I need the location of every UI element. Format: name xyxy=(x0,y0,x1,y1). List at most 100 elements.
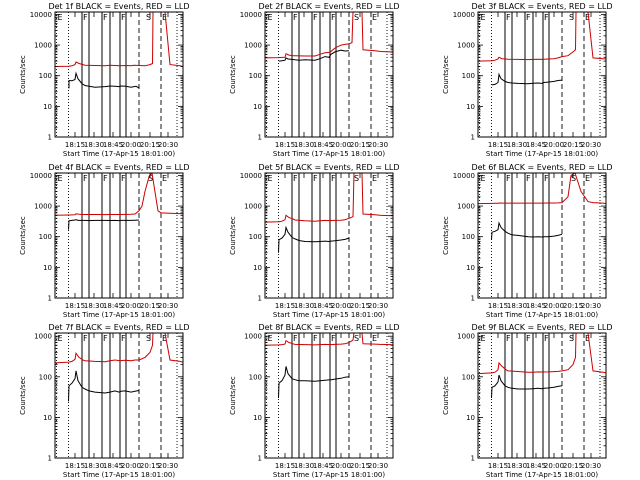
marker-label: S xyxy=(148,174,153,183)
y-tick-label: 1000 xyxy=(244,42,262,50)
marker-label: E xyxy=(372,174,377,183)
panel-5: Det 5f BLACK = Events, RED = LLD E F F F S E 1 1… xyxy=(229,163,400,319)
marker-label: E xyxy=(372,334,377,343)
x-tick-label: 18:15 xyxy=(488,141,508,149)
y-tick-label: 1000 xyxy=(457,203,475,211)
marker-label: E xyxy=(585,174,590,183)
series-lld xyxy=(265,12,393,59)
y-tick-label: 1000 xyxy=(34,203,52,211)
panel-9: Det 9f BLACK = Events, RED = LLD E F F F S E 1 1… xyxy=(442,323,613,479)
marker-label: F xyxy=(506,13,511,22)
y-tick-label: 1000 xyxy=(244,333,262,341)
x-tick-label: 18:45 xyxy=(526,302,546,310)
marker-label: E xyxy=(585,334,590,343)
x-tick-label: 20:15 xyxy=(140,462,160,470)
marker-label: F xyxy=(526,174,531,183)
x-tick-label: 18:45 xyxy=(103,141,123,149)
y-tick-label: 1 xyxy=(48,455,52,463)
y-tick-label: 10 xyxy=(43,103,52,111)
panel-title: Det 4f BLACK = Events, RED = LLD xyxy=(48,163,189,172)
marker-label: S xyxy=(354,334,359,343)
marker-label: E xyxy=(268,174,273,183)
y-tick-label: 1 xyxy=(471,455,475,463)
x-tick-label: 18:30 xyxy=(84,462,104,470)
panel-title: Det 8f BLACK = Events, RED = LLD xyxy=(258,323,399,332)
y-tick-label: 10000 xyxy=(453,172,475,180)
marker-label: F xyxy=(121,334,126,343)
x-tick-label: 20:15 xyxy=(563,141,583,149)
x-tick-label: 20:30 xyxy=(158,141,178,149)
y-tick-label: 100 xyxy=(39,72,52,80)
x-tick-label: 18:45 xyxy=(526,462,546,470)
marker-label: S xyxy=(354,13,359,22)
x-tick-label: 18:15 xyxy=(65,302,85,310)
marker-label: E xyxy=(162,174,167,183)
y-axis-label: Counts/sec xyxy=(442,216,450,255)
x-tick-label: 20:00 xyxy=(544,462,564,470)
x-tick-label: 20:15 xyxy=(350,462,370,470)
x-axis-label: Start Time (17-Apr-15 18:01:00) xyxy=(63,471,175,479)
y-tick-label: 10 xyxy=(466,103,475,111)
x-tick-label: 18:30 xyxy=(507,141,527,149)
panel-title: Det 5f BLACK = Events, RED = LLD xyxy=(258,163,399,172)
marker-label: E xyxy=(481,334,486,343)
y-axis-label: Counts/sec xyxy=(442,55,450,94)
y-tick-label: 1 xyxy=(471,295,475,303)
panel-1: Det 1f BLACK = Events, RED = LLD E F F F S E 1 1… xyxy=(19,2,190,158)
x-tick-label: 20:30 xyxy=(581,462,601,470)
y-tick-label: 100 xyxy=(462,72,475,80)
plot-frame xyxy=(477,172,607,299)
panel-title: Det 3f BLACK = Events, RED = LLD xyxy=(471,2,612,11)
y-tick-label: 100 xyxy=(249,233,262,241)
y-tick-label: 100 xyxy=(249,373,262,381)
x-axis-label: Start Time (17-Apr-15 18:01:00) xyxy=(63,150,175,158)
y-tick-label: 1000 xyxy=(34,42,52,50)
plot-frame xyxy=(54,332,184,459)
y-axis-label: Counts/sec xyxy=(229,376,237,415)
y-tick-label: 1 xyxy=(471,134,475,142)
y-tick-label: 1 xyxy=(258,134,262,142)
plot-frame xyxy=(264,11,394,138)
marker-label: F xyxy=(83,13,88,22)
y-tick-label: 10 xyxy=(253,414,262,422)
x-tick-label: 20:30 xyxy=(368,302,388,310)
x-tick-label: 18:45 xyxy=(103,302,123,310)
x-tick-label: 20:15 xyxy=(563,462,583,470)
marker-label: F xyxy=(293,174,298,183)
marker-label: F xyxy=(121,174,126,183)
x-tick-label: 18:45 xyxy=(103,462,123,470)
marker-label: F xyxy=(544,334,549,343)
y-tick-label: 10 xyxy=(43,414,52,422)
series-lld xyxy=(265,173,393,223)
y-tick-label: 100 xyxy=(462,233,475,241)
plot-frame xyxy=(477,11,607,138)
marker-label: F xyxy=(103,174,108,183)
y-axis-label: Counts/sec xyxy=(19,55,27,94)
series-events xyxy=(68,370,140,402)
marker-label: S xyxy=(354,174,359,183)
y-tick-label: 10000 xyxy=(30,172,52,180)
y-tick-label: 1 xyxy=(258,295,262,303)
series-lld xyxy=(55,12,183,67)
x-tick-label: 18:30 xyxy=(294,462,314,470)
x-axis-label: Start Time (17-Apr-15 18:01:00) xyxy=(273,311,385,319)
panel-title: Det 2f BLACK = Events, RED = LLD xyxy=(258,2,399,11)
x-tick-label: 20:00 xyxy=(331,302,351,310)
y-tick-label: 1 xyxy=(258,455,262,463)
x-axis-label: Start Time (17-Apr-15 18:01:00) xyxy=(486,471,598,479)
series-events xyxy=(68,71,140,89)
x-tick-label: 18:15 xyxy=(65,141,85,149)
x-tick-label: 20:30 xyxy=(368,462,388,470)
marker-label: S xyxy=(569,334,574,343)
y-tick-label: 10 xyxy=(43,264,52,272)
marker-label: F xyxy=(103,13,108,22)
x-tick-label: 18:15 xyxy=(65,462,85,470)
marker-label: F xyxy=(103,334,108,343)
marker-label: E xyxy=(481,13,486,22)
series-lld xyxy=(478,173,606,205)
x-axis-label: Start Time (17-Apr-15 18:01:00) xyxy=(486,311,598,319)
